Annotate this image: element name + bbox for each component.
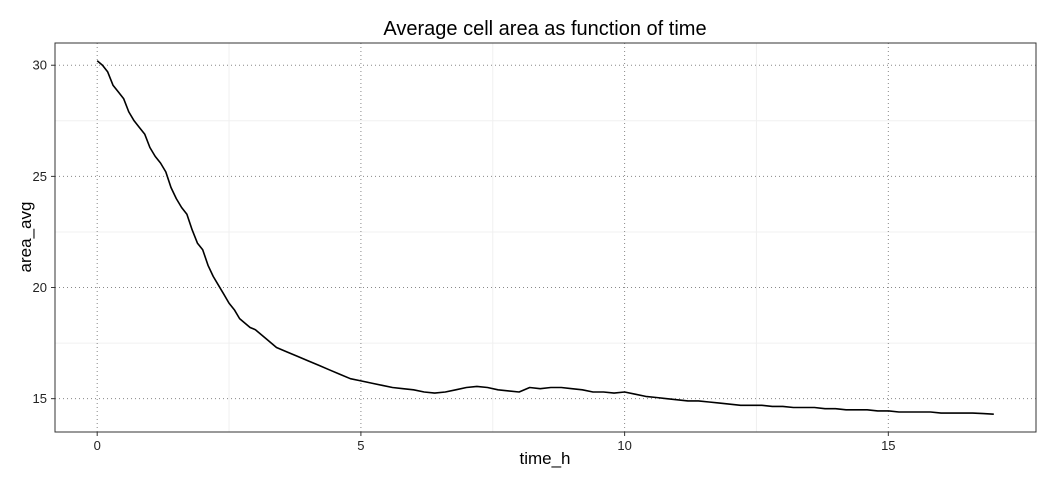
y-tick-label: 30: [33, 58, 47, 73]
chart-title: Average cell area as function of time: [383, 18, 707, 40]
series-line: [96, 60, 994, 415]
x-tick-label: 5: [357, 438, 364, 453]
y-tick-label: 25: [33, 169, 47, 184]
y-tick-label: 20: [33, 280, 47, 295]
x-tick-label: 15: [881, 438, 895, 453]
x-tick-label: 0: [94, 438, 101, 453]
x-tick-label: 10: [617, 438, 631, 453]
y-tick-label: 15: [33, 391, 47, 406]
plot-frame: [54, 42, 1037, 433]
x-axis-label: time_h: [519, 449, 571, 468]
